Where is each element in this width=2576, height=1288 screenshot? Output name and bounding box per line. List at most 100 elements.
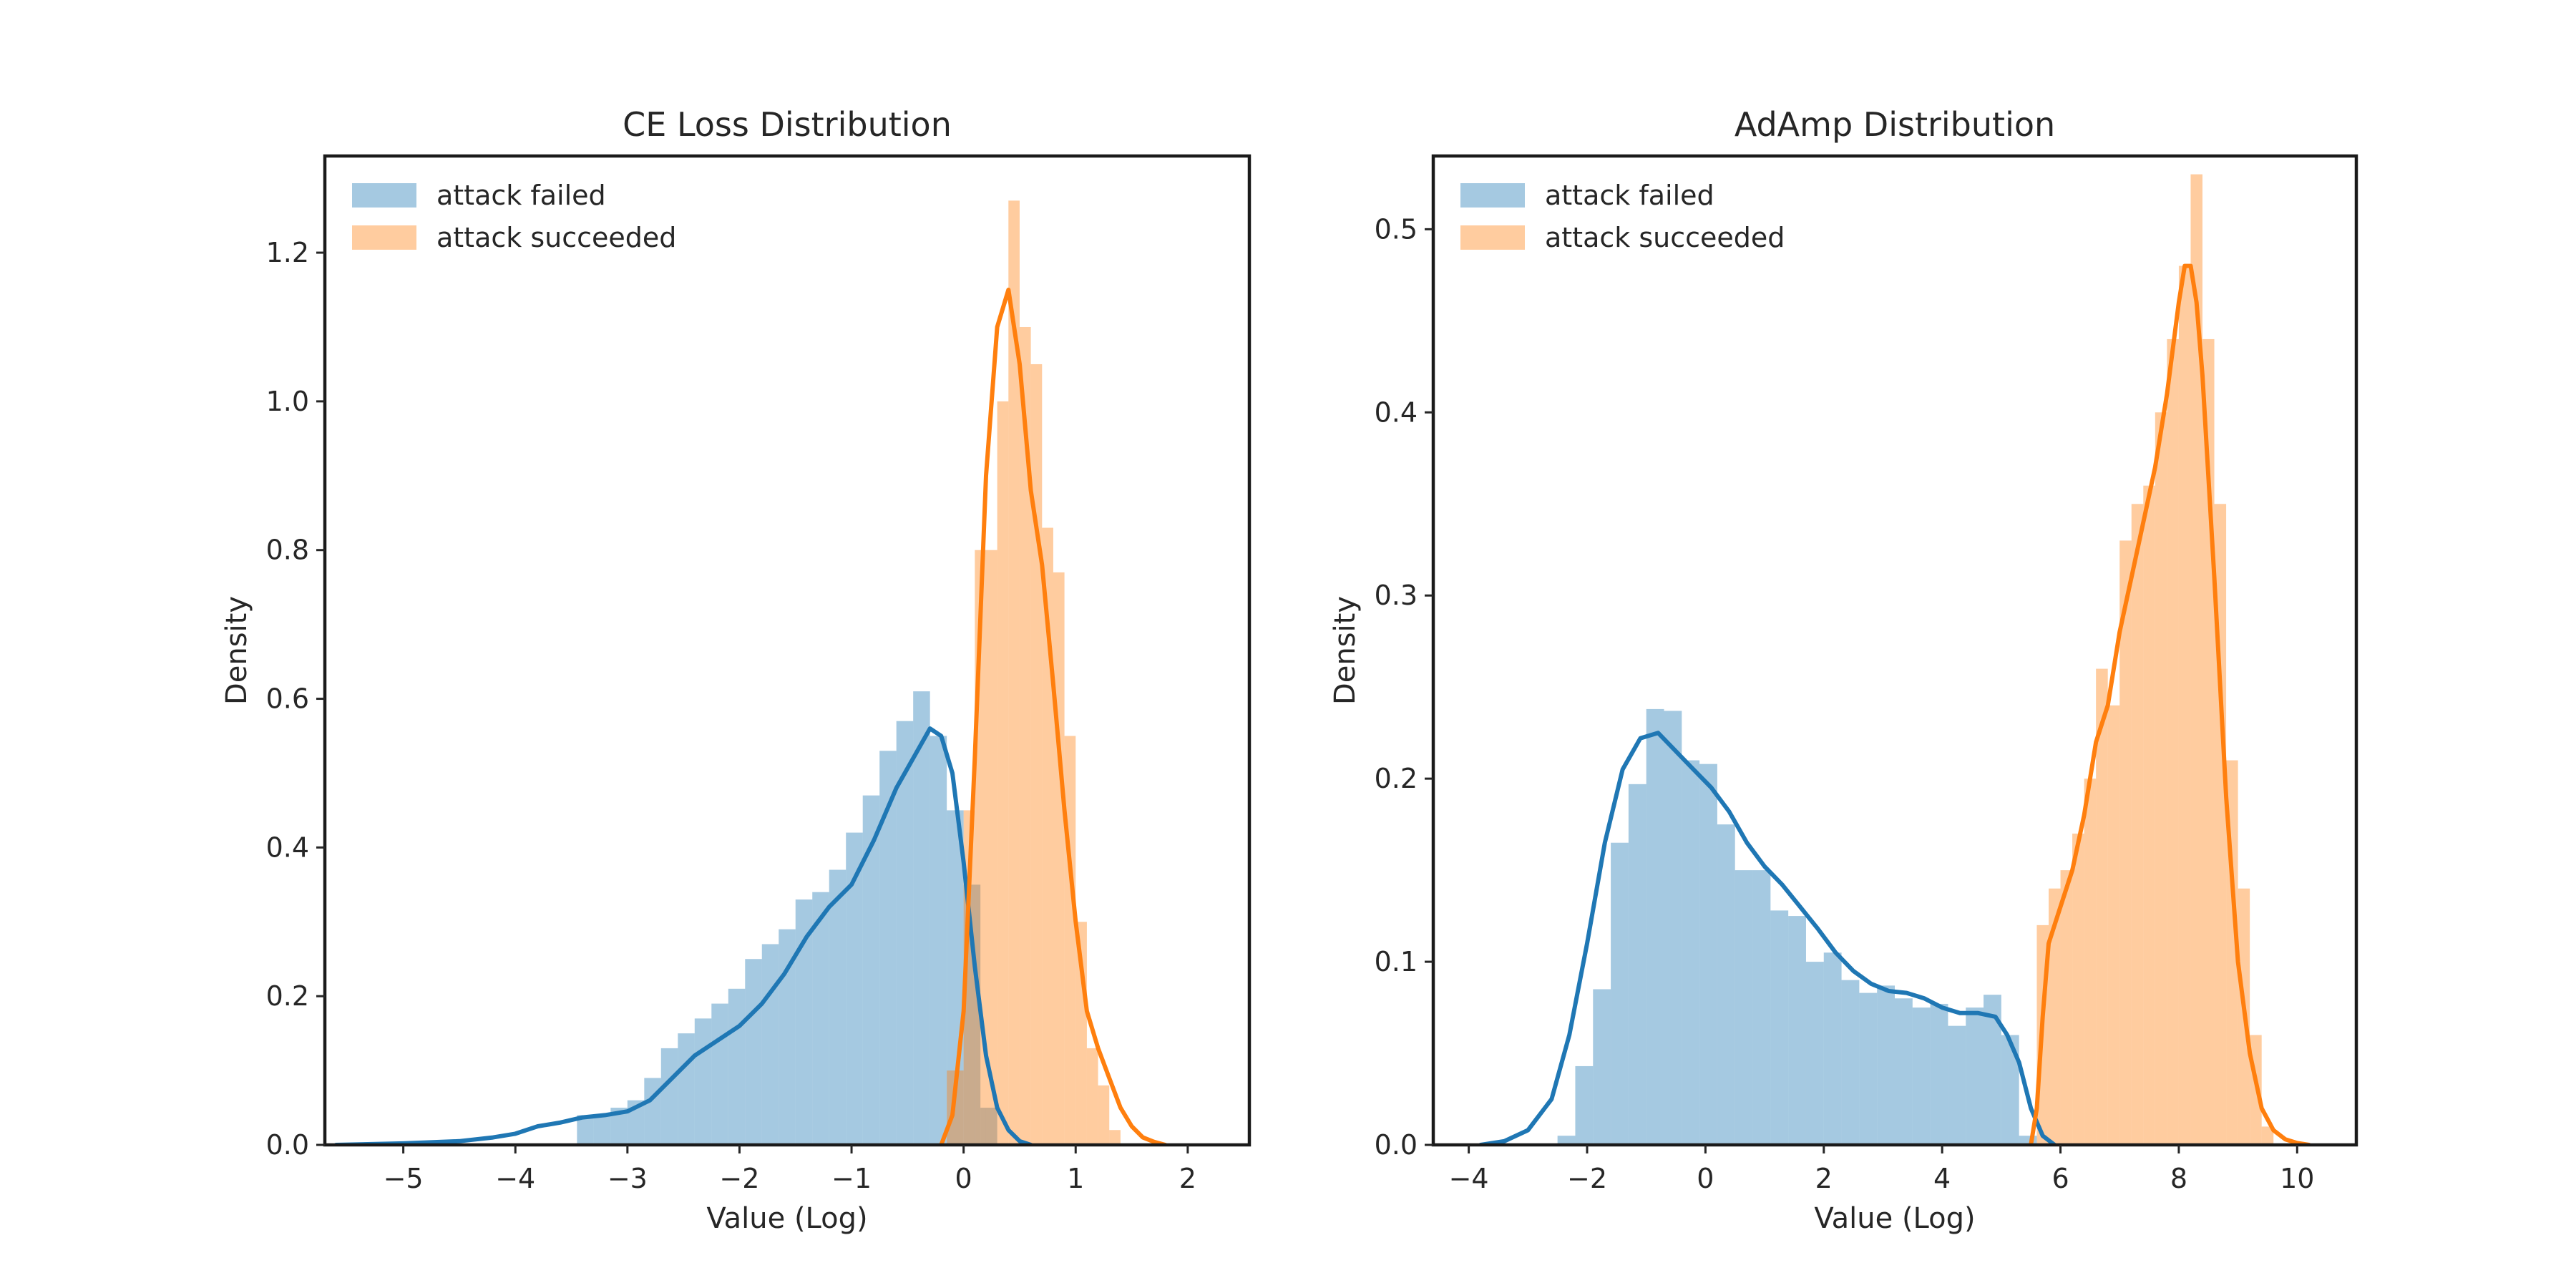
- y-tick-label: 0.4: [266, 831, 309, 863]
- y-axis: 0.0 0.2 0.4 0.6 0.8 1.0 1.2: [266, 237, 325, 1161]
- hist-bar: [2190, 174, 2202, 1145]
- y-tick-label: 0.1: [1375, 946, 1418, 977]
- legend-swatch-failed: [1460, 183, 1525, 208]
- x-tick-label: 8: [2170, 1163, 2187, 1194]
- hist-bar: [1042, 527, 1053, 1145]
- kde-line-failed: [333, 726, 1033, 1145]
- x-axis-title: Value (Log): [1814, 1202, 1975, 1235]
- hist-bar: [913, 691, 930, 1145]
- hist-bar: [829, 869, 847, 1145]
- hist-bar: [1948, 1025, 1966, 1145]
- hist-bar: [1053, 572, 1065, 1145]
- plot-title: AdAmp Distribution: [1735, 105, 2055, 144]
- hist-bar: [1008, 200, 1020, 1145]
- kde-line-succeeded: [939, 288, 1168, 1145]
- hist-bar: [1030, 364, 1043, 1145]
- hist-bar: [728, 988, 746, 1145]
- hist-bar: [1930, 1003, 1948, 1145]
- hist-bar: [2131, 504, 2144, 1145]
- hist-bar: [1735, 870, 1753, 1145]
- x-tick-label: 1: [1067, 1163, 1084, 1194]
- hist-bar: [593, 1115, 611, 1145]
- hist-bar: [644, 1078, 661, 1145]
- hist-bar: [1717, 824, 1735, 1145]
- y-tick-label: 0.0: [1375, 1129, 1418, 1161]
- x-axis-title: Value (Log): [706, 1202, 867, 1235]
- hist-bar: [1682, 760, 1700, 1145]
- x-tick-label: 2: [1179, 1163, 1196, 1194]
- hist-bar: [2167, 338, 2179, 1145]
- legend-label-failed: attack failed: [1545, 180, 1714, 211]
- hist-bar: [711, 1003, 728, 1145]
- kde-line-failed: [1478, 731, 2057, 1145]
- hist-bar: [1019, 326, 1031, 1145]
- hist-bar: [862, 795, 880, 1145]
- y-tick-label: 0.0: [266, 1129, 309, 1161]
- hist-bar: [610, 1108, 628, 1145]
- x-axis: −5 −4 −3 −2 −1 0 1 2: [384, 1145, 1196, 1194]
- y-tick-label: 0.2: [1375, 763, 1418, 794]
- legend-swatch-succeeded: [352, 225, 416, 250]
- y-axis-title: Density: [220, 596, 253, 705]
- legend-label-succeeded: attack succeeded: [1545, 222, 1785, 253]
- hist-bar: [1699, 763, 1717, 1145]
- hist-bar: [2049, 888, 2061, 1145]
- y-tick-label: 0.5: [1375, 213, 1418, 245]
- axes-frame: [1431, 154, 2358, 1147]
- hist-bar: [2119, 540, 2132, 1145]
- axes-frame: [323, 154, 1252, 1147]
- x-tick-label: −3: [608, 1163, 648, 1194]
- histogram-succeeded: [2036, 174, 2274, 1145]
- hist-bar: [1575, 1065, 1594, 1145]
- y-tick-label: 1.2: [266, 237, 309, 268]
- hist-bar: [2143, 485, 2155, 1145]
- hist-bar: [930, 736, 947, 1145]
- panel-adamp: −4 −2 0 2 4 6 8 10 0.0 0.1 0.2 0.3 0.4 0.5 Value (Log)…: [1329, 105, 2358, 1235]
- plot-area: [1478, 174, 2311, 1145]
- hist-bar: [2261, 1126, 2274, 1145]
- x-tick-label: 0: [1697, 1163, 1714, 1194]
- x-tick-label: 6: [2051, 1163, 2069, 1194]
- hist-bar: [985, 550, 997, 1145]
- x-tick-label: −2: [1567, 1163, 1607, 1194]
- hist-bar: [2107, 705, 2120, 1145]
- hist-bar: [694, 1018, 712, 1145]
- hist-bar: [779, 929, 796, 1145]
- hist-bar: [2060, 870, 2073, 1145]
- hist-bar: [660, 1048, 678, 1145]
- x-tick-label: −1: [831, 1163, 872, 1194]
- y-tick-label: 0.4: [1375, 396, 1418, 428]
- hist-bar: [1064, 736, 1076, 1145]
- hist-bar: [1912, 1008, 1931, 1145]
- hist-bar: [846, 832, 863, 1145]
- hist-bar: [2155, 412, 2167, 1145]
- y-axis: 0.0 0.1 0.2 0.3 0.4 0.5: [1375, 213, 1433, 1161]
- hist-bar: [1841, 980, 1860, 1145]
- x-tick-label: 2: [1815, 1163, 1833, 1194]
- legend-swatch-succeeded: [1460, 225, 1525, 250]
- y-tick-label: 0.3: [1375, 580, 1418, 611]
- plot-title: CE Loss Distribution: [623, 105, 952, 144]
- hist-bar: [1895, 998, 1913, 1145]
- x-tick-label: −4: [495, 1163, 535, 1194]
- hist-bar: [678, 1033, 695, 1145]
- x-tick-label: −4: [1449, 1163, 1489, 1194]
- hist-bar: [1859, 992, 1878, 1145]
- x-tick-label: −5: [384, 1163, 424, 1194]
- legend: attack failed attack succeeded: [1460, 180, 1785, 253]
- y-tick-label: 0.6: [266, 683, 309, 715]
- hist-bar: [812, 892, 829, 1145]
- hist-bar: [1109, 1130, 1121, 1145]
- hist-bar: [2096, 668, 2108, 1145]
- hist-bar: [1664, 711, 1682, 1145]
- hist-bar: [1752, 870, 1771, 1145]
- panel-ce-loss: −5 −4 −3 −2 −1 0 1 2 0.0 0.2 0.4 0.6 0.8 1.0 1.2 Value …: [220, 105, 1252, 1235]
- hist-bar: [1805, 962, 1824, 1145]
- hist-bar: [1611, 842, 1629, 1145]
- hist-bar: [997, 401, 1009, 1145]
- hist-bar: [1628, 784, 1646, 1145]
- hist-bar: [896, 721, 914, 1145]
- hist-bar: [1788, 916, 1806, 1145]
- hist-bar: [1646, 708, 1664, 1145]
